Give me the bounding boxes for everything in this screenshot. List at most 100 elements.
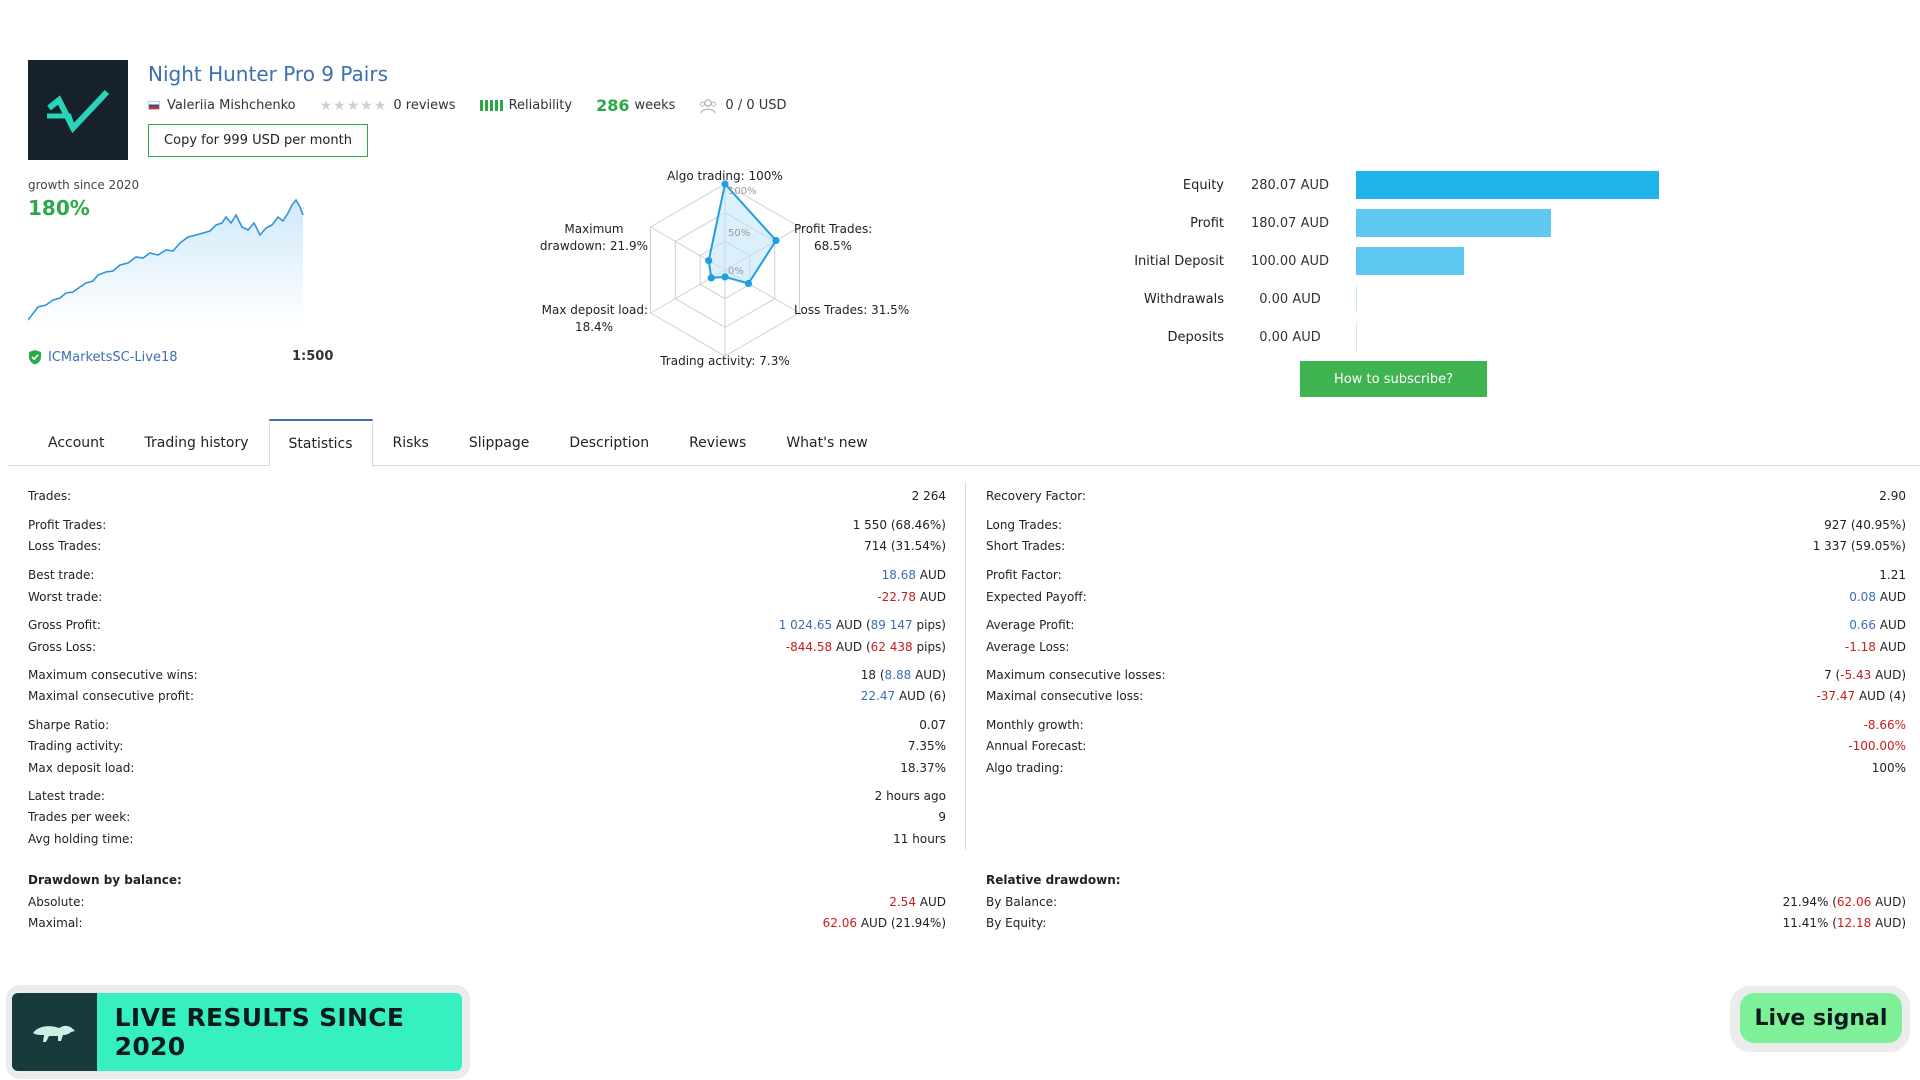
stat-label: Absolute: [28, 895, 85, 909]
signal-logo [28, 60, 128, 160]
stat-row: Short Trades: 1 337 (59.05%) [986, 538, 1906, 554]
stat-row: Maximum consecutive wins: 18 (8.88 AUD) [28, 667, 946, 683]
radar-point [721, 273, 729, 281]
stat-value[interactable]: 18.68 AUD [881, 568, 946, 582]
stat-label: Latest trade: [28, 789, 105, 803]
tab-bar: Account Trading history Statistics Risks… [8, 419, 1920, 466]
stat-value: 2.90 [1879, 489, 1906, 503]
withdrawals-bar [1356, 285, 1357, 313]
radar-label-algo: Algo trading: 100% [667, 169, 783, 183]
radar-scale-100: 100% [728, 186, 757, 197]
stat-label: Algo trading: [986, 761, 1064, 775]
stat-row: Annual Forecast: -100.00% [986, 738, 1906, 754]
stat-row: Maximal: 62.06 AUD (21.94%) [28, 915, 946, 931]
tab-slippage[interactable]: Slippage [468, 434, 530, 451]
radar-label-drawdown: Maximum [564, 222, 623, 236]
signal-title[interactable]: Night Hunter Pro 9 Pairs [148, 62, 388, 86]
withdrawals-row: Withdrawals 0.00 AUD [1100, 285, 1357, 313]
equity-label: Equity [1182, 177, 1224, 193]
stat-label: Worst trade: [28, 590, 103, 604]
signal-meta: Valeriia Mishchenko ★★★★★ 0 reviews Reli… [148, 96, 787, 115]
stat-label: By Equity: [986, 916, 1047, 930]
stat-label: Maximal consecutive profit: [28, 689, 194, 703]
stat-row: Trades: 2 264 [28, 488, 946, 504]
stat-value: 0.08 AUD [1849, 590, 1906, 604]
stat-label: Monthly growth: [986, 718, 1084, 732]
relative-drawdown-title: Relative drawdown: [986, 872, 1906, 888]
stat-row: Loss Trades: 714 (31.54%) [28, 538, 946, 554]
stat-value: 21.94% (62.06 AUD) [1782, 895, 1906, 909]
leverage-value: 1:500 [292, 349, 334, 364]
deposits-bar [1356, 323, 1357, 351]
stat-value: 1.21 [1879, 568, 1906, 582]
author-name[interactable]: Valeriia Mishchenko [167, 98, 296, 113]
subscribers-value: 0 / 0 USD [725, 98, 787, 113]
how-to-subscribe-button[interactable]: How to subscribe? [1300, 361, 1487, 397]
growth-chart[interactable] [28, 195, 338, 325]
stat-label: Gross Profit: [28, 618, 101, 632]
growth-value: 180% [28, 196, 90, 220]
live-signal-button[interactable]: Live signal [1740, 993, 1902, 1043]
tab-reviews[interactable]: Reviews [689, 434, 747, 451]
stat-row: Avg holding time: 11 hours [28, 831, 946, 847]
stat-row: Gross Profit: 1 024.65 AUD (89 147 pips) [28, 617, 946, 633]
stat-row: Best trade: 18.68 AUD [28, 567, 946, 583]
radar-point [705, 257, 713, 265]
tab-trading-history[interactable]: Trading history [144, 434, 249, 451]
stat-row: Long Trades: 927 (40.95%) [986, 517, 1906, 533]
stat-label: Sharpe Ratio: [28, 718, 110, 732]
radar-label-loss: Loss Trades: 31.5% [794, 303, 909, 317]
stat-value[interactable]: -22.78 AUD [877, 590, 946, 604]
stat-row: Maximal consecutive profit: 22.47 AUD (6) [28, 688, 946, 704]
radar-points [705, 180, 780, 288]
stat-label: Gross Loss: [28, 640, 96, 654]
stat-value: 927 (40.95%) [1824, 518, 1906, 532]
radar-point [707, 274, 715, 282]
stat-label: Trading activity: [28, 739, 124, 753]
stat-value: 714 (31.54%) [864, 539, 946, 553]
stat-value: -1.18 AUD [1844, 640, 1906, 654]
withdrawals-value: 0.00 AUD [1259, 291, 1321, 307]
stat-label: Expected Payoff: [986, 590, 1087, 604]
stat-row: Algo trading: 100% [986, 760, 1906, 776]
stat-value: 2.54 AUD [889, 895, 946, 909]
stat-value: 2 264 [911, 489, 946, 503]
radar-label-deposit-value: 18.4% [575, 320, 613, 334]
stat-row: Average Profit: 0.66 AUD [986, 617, 1906, 633]
russia-flag-icon [148, 101, 160, 110]
stat-label: Maximal consecutive loss: [986, 689, 1144, 703]
tab-statistics[interactable]: Statistics [268, 419, 373, 466]
broker-link[interactable]: ICMarketsSC-Live18 [28, 349, 177, 365]
deposits-label: Deposits [1167, 329, 1224, 345]
tab-account[interactable]: Account [48, 434, 105, 451]
tab-risks[interactable]: Risks [392, 434, 429, 451]
stat-value: 0.07 [919, 718, 946, 732]
broker-name[interactable]: ICMarketsSC-Live18 [48, 349, 178, 365]
tab-description[interactable]: Description [569, 434, 650, 451]
radar-scale-0: 0% [728, 266, 744, 277]
profit-bar [1356, 209, 1551, 237]
stat-row: Average Loss: -1.18 AUD [986, 639, 1906, 655]
copy-subscribe-button[interactable]: Copy for 999 USD per month [148, 124, 368, 157]
stat-row: By Balance: 21.94% (62.06 AUD) [986, 894, 1906, 910]
stat-value: 18.37% [900, 761, 946, 775]
reviews-count[interactable]: 0 reviews [393, 98, 456, 113]
profit-value: 180.07 AUD [1250, 215, 1330, 231]
stat-value: 11 hours [893, 832, 946, 846]
stat-label: By Balance: [986, 895, 1058, 909]
stat-row: Maximum consecutive losses: 7 (-5.43 AUD) [986, 667, 1906, 683]
stat-value: 100% [1871, 761, 1906, 775]
stat-value: 18 (8.88 AUD) [860, 668, 946, 682]
live-results-text: LIVE RESULTS SINCE 2020 [114, 1003, 405, 1061]
growth-area [28, 200, 303, 325]
weeks-count: 286 [596, 96, 630, 115]
stat-label: Max deposit load: [28, 761, 135, 775]
stat-value: 11.41% (12.18 AUD) [1782, 916, 1906, 930]
radar-point [721, 180, 729, 188]
stat-value: 22.47 AUD (6) [860, 689, 946, 703]
stat-value: 1 024.65 AUD (89 147 pips) [778, 618, 946, 632]
stat-label: Profit Trades: [28, 518, 107, 532]
radar-label-profit: Profit Trades: [794, 222, 872, 236]
deposits-value: 0.00 AUD [1259, 329, 1321, 345]
tab-whats-new[interactable]: What's new [786, 434, 868, 451]
